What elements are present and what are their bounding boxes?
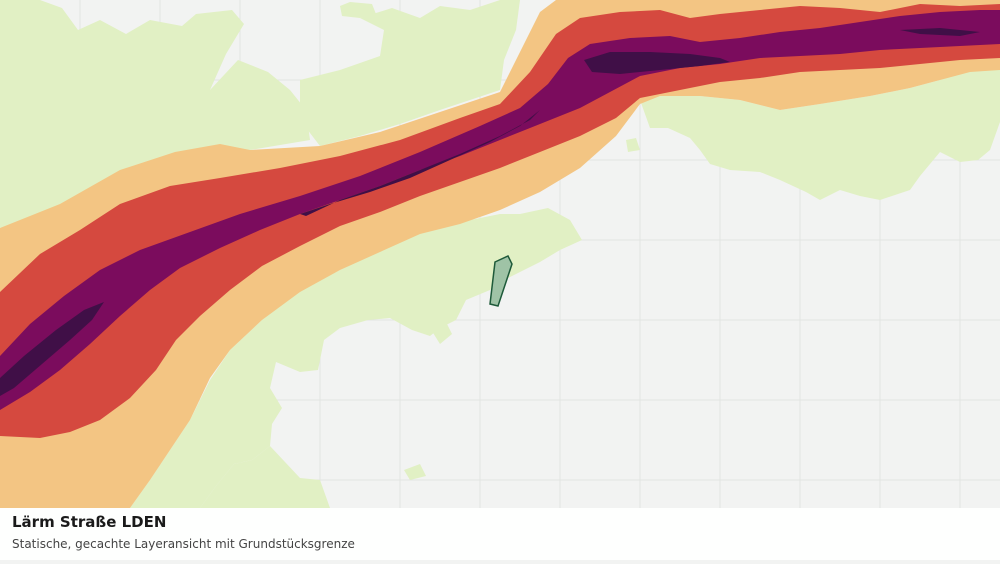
green-area-small-4 (626, 138, 640, 152)
green-area-south (200, 446, 330, 508)
noise-band-very-high-east-2 (900, 28, 980, 36)
noise-band-very-high-west (0, 302, 104, 396)
green-area-central (130, 208, 582, 508)
green-area-small-1 (430, 322, 452, 344)
layer-subtitle: Statische, gecachte Layeransicht mit Gru… (12, 537, 355, 551)
green-area-northwest (0, 0, 310, 228)
parcel-boundary-outline[interactable] (489, 255, 513, 307)
noise-band-very-high-east (584, 52, 730, 74)
green-area-pond (340, 2, 376, 18)
green-area-east (640, 70, 1000, 200)
layer-title: Lärm Straße LDEN (12, 513, 167, 531)
green-area-small-2 (404, 464, 426, 480)
green-area-small-3 (196, 432, 212, 452)
noise-bands (0, 0, 1000, 508)
green-space-areas (0, 0, 1000, 508)
green-area-north (300, 0, 520, 146)
layer-info-panel: Lärm Straße LDEN Statische, gecachte Lay… (0, 508, 1000, 560)
